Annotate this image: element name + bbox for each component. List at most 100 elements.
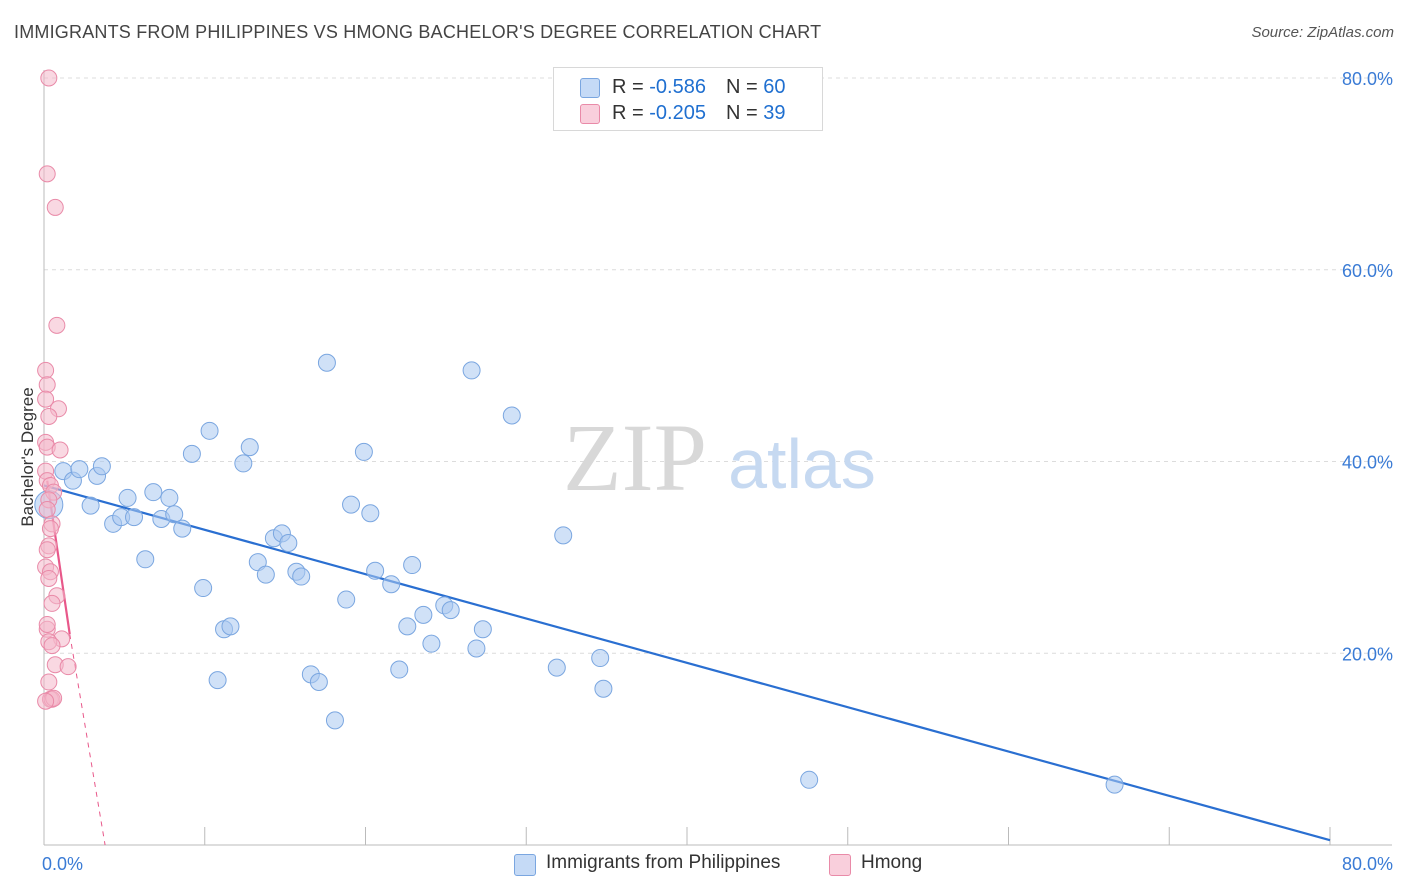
point-philippines	[414, 605, 433, 624]
point-hmong	[38, 615, 56, 633]
point-hmong	[48, 316, 66, 334]
point-philippines	[234, 454, 253, 473]
tick-labels: 20.0% 40.0% 60.0% 80.0% 0.0% 80.0%	[42, 69, 1393, 874]
point-philippines	[173, 519, 192, 538]
point-hmong	[40, 407, 58, 425]
point-philippines	[125, 508, 144, 527]
legend-r-label: R =	[612, 102, 650, 124]
legend-r-label: R =	[612, 76, 650, 98]
point-hmong	[41, 520, 59, 538]
point-hmong	[37, 361, 55, 379]
point-hmong	[38, 541, 56, 559]
point-philippines	[547, 658, 566, 677]
point-philippines	[221, 617, 240, 636]
point-philippines	[591, 649, 610, 668]
point-philippines	[502, 406, 521, 425]
data-points	[34, 69, 1124, 794]
point-philippines	[317, 353, 336, 372]
point-philippines	[256, 565, 275, 584]
y-tick-label: 20.0%	[1342, 644, 1393, 664]
point-philippines	[366, 561, 385, 580]
legend-text-hmong: R = -0.205 N = 39	[612, 102, 785, 125]
watermark-zip: ZIP	[563, 404, 707, 511]
legend-swatch-pink	[580, 104, 600, 124]
point-philippines	[1105, 775, 1124, 794]
point-philippines	[279, 533, 298, 552]
grid-lines	[44, 77, 1392, 654]
point-philippines	[467, 639, 486, 658]
point-philippines	[70, 460, 89, 479]
legend-text-philippines: R = -0.586 N = 60	[612, 76, 785, 99]
point-philippines	[92, 457, 111, 476]
axes	[43, 70, 1392, 846]
y-tick-label: 60.0%	[1342, 261, 1393, 281]
bottom-legend-swatch-pink	[829, 854, 851, 876]
legend-n-label: N =	[725, 102, 764, 124]
point-philippines	[325, 711, 344, 730]
bottom-legend-label-hmong: Hmong	[861, 852, 923, 873]
point-philippines	[462, 361, 481, 380]
legend-swatch-blue	[580, 78, 600, 98]
point-hmong	[59, 658, 77, 676]
point-philippines	[441, 601, 460, 620]
chart-title: IMMIGRANTS FROM PHILIPPINES VS HMONG BAC…	[14, 22, 822, 42]
point-hmong	[40, 69, 58, 87]
y-tick-label: 40.0%	[1342, 453, 1393, 473]
watermark-atlas: atlas	[728, 425, 876, 503]
point-philippines	[403, 556, 422, 575]
y-axis-label: Bachelor's Degree	[18, 387, 37, 526]
point-philippines	[554, 526, 573, 545]
correlation-legend: R = -0.586 N = 60 R = -0.205 N = 39	[553, 67, 823, 131]
point-philippines	[398, 617, 417, 636]
point-philippines	[160, 488, 179, 507]
point-philippines	[354, 442, 373, 461]
legend-n-value: 39	[763, 102, 786, 124]
point-philippines	[194, 579, 213, 598]
trend-lines	[43, 480, 1331, 846]
point-philippines	[337, 590, 356, 609]
point-hmong	[43, 594, 61, 612]
legend-n-value: 60	[763, 76, 786, 98]
point-philippines	[81, 496, 100, 515]
point-philippines	[309, 673, 328, 692]
point-philippines	[182, 444, 201, 463]
point-philippines	[208, 671, 227, 690]
point-hmong	[43, 637, 61, 655]
point-hmong	[38, 165, 56, 183]
point-philippines	[390, 660, 409, 679]
point-hmong	[40, 673, 58, 691]
point-hmong	[40, 569, 58, 587]
point-philippines	[165, 505, 184, 524]
point-philippines	[292, 567, 311, 586]
point-philippines	[382, 575, 401, 594]
bottom-legend-label-philippines: Immigrants from Philippines	[546, 852, 781, 873]
legend-r-value: -0.205	[649, 102, 706, 124]
bottom-legend-swatch-blue	[514, 854, 536, 876]
point-hmong	[37, 692, 55, 710]
point-hmong	[51, 441, 69, 459]
point-philippines	[800, 770, 819, 789]
point-philippines	[422, 634, 441, 653]
y-tick-label: 80.0%	[1342, 69, 1393, 89]
point-philippines	[144, 483, 163, 502]
point-hmong	[38, 376, 56, 394]
legend-r-value: -0.586	[649, 76, 706, 98]
point-philippines	[473, 620, 492, 639]
point-philippines	[240, 438, 259, 457]
point-hmong	[37, 390, 55, 408]
legend-n-label: N =	[725, 76, 764, 98]
point-hmong	[38, 500, 56, 518]
point-philippines	[118, 488, 137, 507]
source-label: Source: ZipAtlas.com	[1251, 24, 1394, 41]
point-philippines	[200, 421, 219, 440]
point-hmong	[46, 198, 64, 216]
x-tick-label: 80.0%	[1342, 854, 1393, 874]
point-philippines	[594, 679, 613, 698]
x-tick-label: 0.0%	[42, 854, 83, 874]
point-philippines	[342, 495, 361, 514]
point-philippines	[136, 550, 155, 569]
trend-line-philippines	[43, 484, 1331, 842]
watermark: ZIP atlas	[563, 404, 876, 511]
point-philippines	[361, 504, 380, 523]
